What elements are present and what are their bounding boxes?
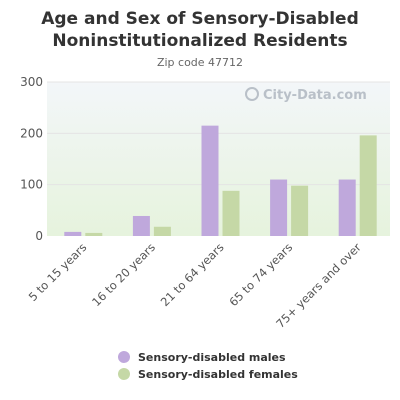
bar-male: [201, 125, 219, 236]
x-axis: 5 to 15 years 16 to 20 years 21 to 64 year…: [26, 240, 364, 331]
x-tick-label: 21 to 64 years: [158, 240, 227, 309]
watermark: City-Data.com: [245, 87, 367, 103]
legend-swatch-males: [118, 351, 130, 363]
legend-item-females: Sensory-disabled females: [118, 366, 298, 382]
y-axis: 0 100 200 300: [20, 75, 43, 243]
watermark-icon: [245, 87, 259, 101]
bar-male: [270, 179, 288, 236]
legend-label-females: Sensory-disabled females: [138, 367, 298, 381]
y-tick-label: 300: [20, 75, 43, 89]
legend-label-males: Sensory-disabled males: [138, 350, 286, 364]
bar-female: [85, 232, 103, 236]
chart-title: Age and Sex of Sensory-Disabled Noninsti…: [41, 9, 359, 51]
bar-female: [359, 135, 377, 236]
chart-subtitle: Zip code 47712: [156, 56, 244, 69]
y-tick-label: 100: [20, 178, 43, 192]
x-tick-label: 16 to 20 years: [89, 240, 158, 309]
y-tick-label: 0: [35, 229, 43, 243]
bar-male: [338, 179, 356, 236]
bar-male: [132, 215, 150, 236]
x-tick-label: 5 to 15 years: [26, 240, 90, 304]
legend-swatch-females: [118, 368, 130, 380]
bars: [64, 125, 377, 236]
bar-female: [222, 190, 240, 236]
y-tick-label: 200: [20, 126, 43, 140]
bar-male: [64, 231, 82, 236]
bar-female: [153, 226, 171, 236]
legend: Sensory-disabled males Sensory-disabled …: [118, 349, 298, 383]
watermark-text: City-Data.com: [263, 88, 367, 103]
bar-female: [291, 185, 309, 236]
x-tick-label: 65 to 74 years: [226, 240, 295, 309]
legend-item-males: Sensory-disabled males: [118, 349, 298, 365]
